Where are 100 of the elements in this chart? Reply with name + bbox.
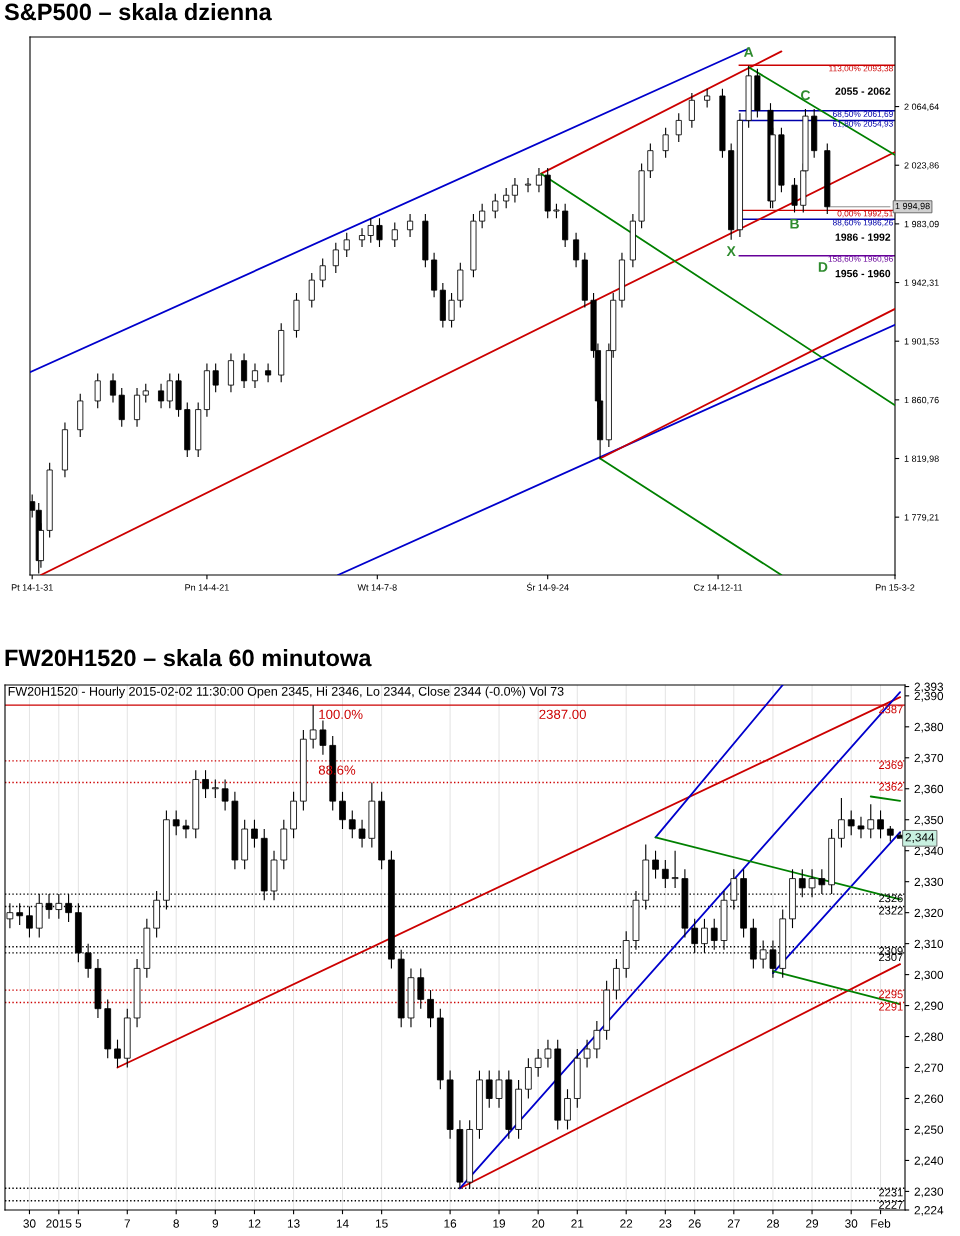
y-tick-label: 2,270: [914, 1063, 944, 1074]
candlestick: [525, 1057, 532, 1100]
y-tick-label: 2,260: [914, 1094, 944, 1105]
x-tick-label: 15: [375, 1219, 388, 1228]
candlestick: [427, 989, 434, 1028]
x-tick-label: 29: [806, 1219, 819, 1228]
annotation: 2,344: [905, 833, 935, 843]
annotation: X: [726, 246, 736, 256]
annotation: 2055 - 2062: [835, 87, 891, 95]
x-tick-label: Wt 14-7-8: [357, 584, 397, 591]
ref-line-label: 113,00% 2093,38: [829, 65, 893, 73]
x-tick-label: Cz 14-12-11: [694, 584, 743, 591]
ref-line-label: 2231: [879, 1188, 903, 1197]
y-tick-label: 2,290: [914, 1001, 944, 1012]
ref-line-label: 2227: [879, 1201, 903, 1209]
x-tick-label: 14: [336, 1219, 349, 1228]
y-tick-label: 1 779,21: [904, 514, 939, 522]
candlestick: [358, 819, 366, 849]
annotation: 1986 - 1992: [835, 233, 891, 241]
candlestick: [319, 257, 326, 288]
candlestick: [391, 222, 398, 248]
annotation: B: [790, 219, 799, 229]
x-tick-label: 2015: [46, 1219, 72, 1228]
x-tick-label: 5: [75, 1219, 82, 1228]
candlestick: [166, 373, 173, 409]
y-tick-label: 1 942,31: [904, 279, 939, 287]
candlestick: [808, 868, 816, 898]
candlestick: [319, 720, 327, 756]
candlestick: [688, 92, 695, 129]
y-tick-label: 2,330: [914, 877, 944, 888]
candlestick: [448, 292, 455, 329]
x-tick-label: Pt 14-1-31: [11, 584, 53, 591]
candlestick: [109, 373, 117, 403]
candlestick: [857, 816, 865, 839]
candlestick: [583, 1039, 591, 1069]
x-tick-label: 21: [571, 1219, 584, 1228]
annotation: A: [743, 47, 754, 57]
x-tick-label: 7: [124, 1219, 130, 1228]
candlestick: [142, 383, 149, 403]
candlestick: [867, 803, 875, 839]
candlestick: [495, 1070, 503, 1109]
ref-line-label: 2309: [879, 947, 903, 955]
x-tick-label: 13: [287, 1219, 300, 1228]
candlestick: [647, 142, 654, 179]
candlestick: [564, 1088, 571, 1131]
chart-subtitle: FW20H1520 - Hourly 2015-02-02 11:30:00 Open 2345, Hi 2346, Lo 2344, Close 2344 (-0.0%) Vol 73: [8, 686, 564, 699]
candlestick: [343, 232, 350, 258]
chart-title: FW20H1520 – skala 60 minutowa: [5, 648, 372, 667]
ref-line-label: 2307: [879, 953, 903, 962]
ref-line-label: 2291: [879, 1002, 903, 1011]
candlestick: [221, 778, 229, 811]
candlestick: [376, 217, 383, 248]
y-tick-label: 2,300: [914, 970, 944, 981]
y-tick-label: 2,250: [914, 1125, 944, 1136]
x-tick-label: 20: [532, 1219, 545, 1228]
candlestick: [158, 383, 165, 409]
candlestick: [485, 1070, 493, 1109]
y-tick-label: 2,320: [914, 908, 944, 919]
candlestick: [211, 778, 219, 799]
candlestick: [114, 1039, 121, 1069]
y-tick-label: 2,280: [914, 1032, 944, 1043]
candlestick: [791, 177, 798, 214]
candlestick: [172, 809, 180, 836]
ref-line-label: 2362: [879, 782, 903, 791]
candlestick: [671, 850, 679, 889]
annotation: 1 994,98: [895, 202, 930, 211]
x-tick-label: 8: [173, 1219, 179, 1228]
y-tick-label: 2 023,86: [904, 162, 939, 170]
ref-line-label: 0,00% 1992,51: [837, 210, 893, 218]
annotation: 1956 - 1960: [835, 269, 891, 278]
y-tick-label: 2,350: [914, 815, 944, 826]
ref-line-label: 2369: [879, 761, 903, 770]
candlestick: [348, 809, 356, 839]
y-tick-label: 2,310: [914, 939, 944, 950]
y-tick-label: 2,380: [914, 722, 944, 733]
y-tick-label: 2 064,64: [904, 103, 939, 111]
annotation: D: [818, 262, 828, 272]
x-tick-label: 22: [620, 1219, 633, 1228]
annotation: 100.0%: [319, 709, 363, 719]
candlestick: [838, 797, 845, 849]
candlestick: [407, 213, 414, 238]
x-tick-label: Pn 15-3-2: [875, 584, 915, 591]
x-tick-label: 16: [444, 1219, 457, 1228]
candlestick: [309, 704, 317, 750]
y-tick-label: 1 901,53: [904, 338, 939, 346]
ref-line-label: 2322: [879, 906, 903, 915]
ref-line-label: 158,60% 1960,96: [828, 255, 893, 263]
candlestick: [593, 1020, 601, 1059]
candlestick: [704, 88, 711, 109]
annotation: C: [801, 90, 811, 101]
candlestick: [661, 859, 669, 889]
candlestick: [544, 1039, 552, 1069]
y-tick-label: 1 819,98: [904, 455, 939, 463]
ref-line-label: 68,50% 2061,69: [833, 111, 893, 118]
candlestick: [662, 127, 669, 159]
candlestick: [94, 373, 101, 409]
candlestick: [339, 791, 346, 830]
candlestick: [367, 217, 374, 244]
ref-line-label: 88,60% 1986,26: [832, 219, 893, 227]
chart-title: S&P500 – skala dzienna: [4, 3, 272, 21]
